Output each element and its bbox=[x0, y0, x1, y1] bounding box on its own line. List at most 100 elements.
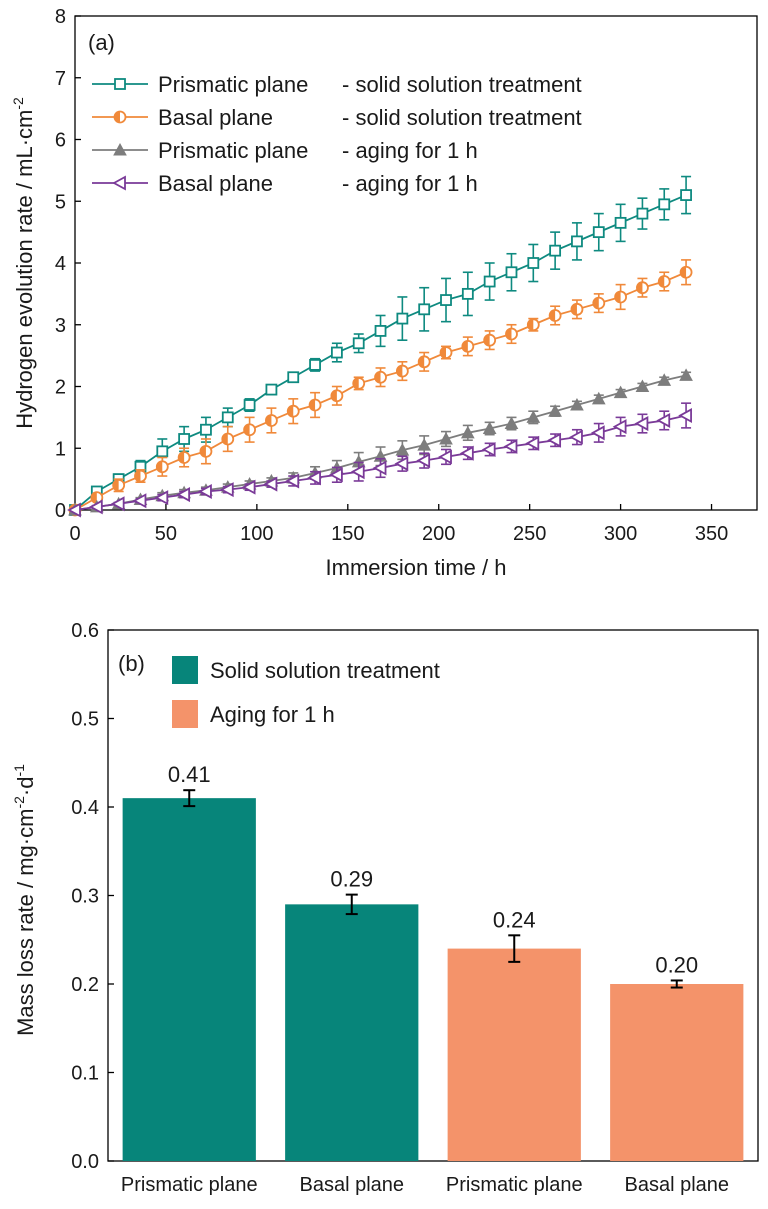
data-point bbox=[569, 429, 583, 445]
data-point bbox=[263, 476, 278, 492]
data-point-fill bbox=[615, 291, 621, 302]
data-point bbox=[372, 460, 387, 476]
data-point bbox=[350, 464, 365, 480]
data-point-fill bbox=[397, 366, 403, 377]
data-point-fill bbox=[244, 424, 250, 435]
data-point bbox=[241, 479, 256, 495]
legend-label: Prismatic plane bbox=[158, 138, 308, 163]
legend-marker bbox=[114, 78, 126, 90]
panel-a-y-axis-title-main: Hydrogen evolution rate / mL·cm bbox=[12, 110, 37, 429]
data-point bbox=[330, 346, 343, 359]
data-point-fill bbox=[91, 492, 97, 503]
panel-b-bars: 0.41 Prismatic plane 0.29 Basal plane 0.24 Pr… bbox=[121, 762, 744, 1196]
data-point bbox=[176, 487, 191, 503]
data-point bbox=[198, 483, 212, 499]
data-point bbox=[636, 207, 649, 220]
y-tick-label: 0.2 bbox=[71, 974, 99, 996]
legend-item: Solid solution treatment bbox=[172, 656, 440, 684]
bar bbox=[122, 798, 256, 1161]
data-point-fill bbox=[135, 471, 141, 482]
data-point bbox=[505, 266, 518, 279]
legend-item: Basal plane - solid solution treatment bbox=[92, 105, 582, 130]
data-point bbox=[481, 441, 496, 458]
y-tick-label: 0.3 bbox=[71, 886, 99, 908]
bar-value-label: 0.41 bbox=[168, 762, 211, 787]
bar bbox=[285, 904, 419, 1161]
data-point bbox=[656, 412, 671, 428]
y-tick-label: 6 bbox=[55, 130, 66, 152]
data-point bbox=[374, 325, 387, 337]
data-point bbox=[396, 312, 409, 325]
data-point bbox=[571, 235, 583, 248]
data-point bbox=[678, 408, 692, 424]
data-point bbox=[416, 453, 431, 469]
data-point-fill bbox=[550, 310, 556, 321]
data-point bbox=[482, 421, 497, 434]
data-point-fill bbox=[593, 298, 599, 309]
panel-a-series bbox=[67, 175, 693, 518]
category-label: Prismatic plane bbox=[446, 1174, 583, 1196]
data-point bbox=[309, 358, 321, 371]
data-point-fill bbox=[157, 461, 163, 472]
data-point-fill bbox=[506, 329, 512, 340]
series-1 bbox=[69, 175, 692, 516]
y-tick-label: 1 bbox=[55, 438, 66, 460]
panel-b-y-axis: 0.0 0.1 0.2 0.3 0.4 0.5 0.6 bbox=[71, 620, 114, 1173]
panel-a-legend: Prismatic plane - solid solution treatmen… bbox=[92, 72, 582, 196]
bar-value-label: 0.29 bbox=[330, 867, 373, 892]
data-point bbox=[243, 399, 256, 411]
data-point-fill bbox=[200, 446, 206, 457]
panel-b-y-axis-title-sup2: -1 bbox=[11, 764, 27, 777]
data-point bbox=[504, 416, 519, 430]
data-point-fill bbox=[419, 356, 425, 367]
data-point-fill bbox=[222, 433, 228, 444]
data-point bbox=[679, 368, 693, 381]
data-point bbox=[178, 433, 191, 445]
legend-swatch bbox=[172, 656, 198, 684]
y-tick-label: 0.5 bbox=[71, 709, 99, 731]
data-point bbox=[612, 419, 627, 435]
legend-label: Prismatic plane bbox=[158, 72, 308, 97]
data-point-fill bbox=[681, 267, 687, 278]
data-point bbox=[219, 482, 234, 498]
data-point bbox=[307, 470, 321, 486]
panel-b-y-axis-title-sup1: -2 bbox=[11, 796, 27, 809]
data-point bbox=[110, 496, 125, 512]
data-point bbox=[329, 467, 343, 483]
data-point bbox=[395, 443, 410, 456]
y-tick-label: 0.6 bbox=[71, 620, 99, 642]
legend-label: Basal plane bbox=[158, 105, 273, 130]
y-tick-label: 8 bbox=[55, 6, 66, 28]
category-label: Basal plane bbox=[624, 1174, 729, 1196]
bar-value-label: 0.24 bbox=[493, 907, 536, 932]
data-point bbox=[221, 411, 234, 424]
data-point bbox=[438, 449, 452, 465]
legend-label-suffix: - aging for 1 h bbox=[342, 171, 478, 196]
data-point-fill bbox=[659, 276, 665, 287]
legend-marker bbox=[113, 142, 127, 156]
data-point bbox=[154, 490, 169, 506]
data-point bbox=[634, 416, 649, 432]
legend-label: Solid solution treatment bbox=[210, 658, 440, 683]
panel-a-line-chart: 0 1 2 3 4 5 6 7 8 0 50 100 150 200 250 300 350 (a) Imme… bbox=[10, 6, 758, 580]
data-point bbox=[526, 410, 541, 423]
legend-marker-fill bbox=[115, 112, 120, 122]
y-tick-label: 4 bbox=[55, 253, 66, 275]
data-point bbox=[417, 438, 432, 451]
y-tick-label: 3 bbox=[55, 315, 66, 337]
data-point-fill bbox=[375, 372, 381, 383]
data-point bbox=[439, 431, 453, 445]
data-point bbox=[527, 257, 540, 269]
data-point-fill bbox=[353, 378, 359, 389]
data-point-fill bbox=[571, 304, 577, 315]
y-tick-label: 5 bbox=[55, 191, 66, 213]
data-point bbox=[394, 456, 409, 472]
y-tick-label: 0.1 bbox=[71, 1063, 99, 1085]
series-4 bbox=[67, 402, 692, 518]
panel-b-label: (b) bbox=[118, 651, 145, 676]
data-point bbox=[613, 385, 628, 399]
panel-b-legend: Solid solution treatment Aging for 1 h bbox=[172, 656, 440, 728]
data-point bbox=[459, 445, 474, 461]
data-point-fill bbox=[310, 400, 316, 411]
